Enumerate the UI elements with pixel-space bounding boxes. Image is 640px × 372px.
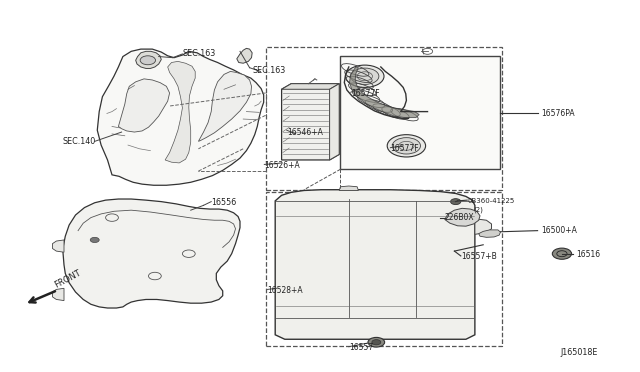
Bar — [266, 46, 502, 190]
Text: SEC.140: SEC.140 — [63, 137, 96, 146]
Circle shape — [392, 138, 420, 154]
Circle shape — [552, 248, 572, 259]
Text: SEC.163: SEC.163 — [182, 49, 216, 58]
Text: 16546+A: 16546+A — [287, 128, 323, 137]
Polygon shape — [349, 67, 419, 118]
Text: 16577F: 16577F — [390, 144, 419, 153]
Circle shape — [387, 135, 426, 157]
Circle shape — [90, 237, 99, 243]
Text: 16528+A: 16528+A — [268, 286, 303, 295]
Bar — [340, 56, 500, 169]
Polygon shape — [52, 288, 64, 301]
Circle shape — [140, 56, 156, 65]
Circle shape — [451, 199, 461, 205]
Text: 16576PA: 16576PA — [541, 109, 575, 118]
Circle shape — [346, 65, 384, 87]
Polygon shape — [136, 51, 161, 68]
Text: 16526+A: 16526+A — [264, 161, 300, 170]
Polygon shape — [479, 230, 500, 237]
Text: FRONT: FRONT — [52, 269, 82, 290]
Polygon shape — [475, 219, 492, 234]
Circle shape — [372, 340, 381, 345]
Polygon shape — [275, 190, 475, 339]
Text: 16577F: 16577F — [351, 89, 380, 97]
Circle shape — [351, 68, 379, 84]
Text: 0B360-41225: 0B360-41225 — [467, 198, 515, 204]
Polygon shape — [52, 240, 64, 252]
Circle shape — [368, 337, 385, 347]
Polygon shape — [339, 186, 358, 190]
Polygon shape — [282, 84, 339, 89]
Text: 16500+A: 16500+A — [541, 226, 577, 235]
Polygon shape — [198, 71, 252, 141]
Polygon shape — [330, 84, 339, 160]
Text: SEC.163: SEC.163 — [253, 66, 286, 75]
Text: 16556: 16556 — [211, 198, 236, 207]
Text: (2): (2) — [474, 207, 483, 214]
Text: 16557+B: 16557+B — [461, 252, 497, 261]
Polygon shape — [237, 48, 252, 63]
Polygon shape — [63, 199, 240, 308]
Bar — [266, 192, 502, 346]
Text: 226B0X: 226B0X — [445, 213, 474, 222]
Text: 16516: 16516 — [576, 250, 600, 259]
Text: J165018E: J165018E — [560, 348, 597, 357]
Polygon shape — [165, 61, 195, 163]
Polygon shape — [445, 208, 480, 226]
Polygon shape — [282, 84, 339, 160]
Polygon shape — [118, 79, 170, 132]
Polygon shape — [97, 49, 264, 185]
Text: 16557: 16557 — [349, 343, 373, 352]
